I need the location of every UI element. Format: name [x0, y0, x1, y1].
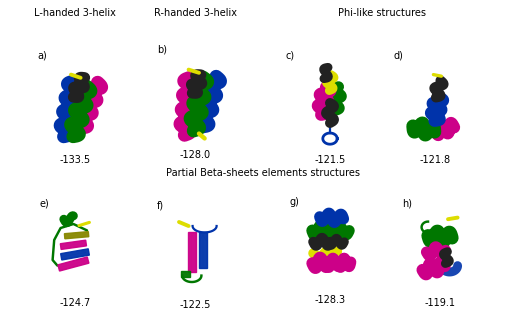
Polygon shape: [188, 232, 196, 272]
Polygon shape: [199, 232, 207, 268]
Text: -121.8: -121.8: [419, 155, 450, 165]
Text: h): h): [402, 198, 412, 208]
Text: -133.5: -133.5: [60, 155, 90, 165]
Text: g): g): [290, 197, 300, 207]
Text: e): e): [40, 198, 50, 208]
Polygon shape: [60, 240, 87, 250]
Text: d): d): [393, 50, 403, 60]
Text: b): b): [157, 45, 167, 55]
Text: -121.5: -121.5: [315, 155, 346, 165]
Text: -124.7: -124.7: [59, 298, 91, 308]
Text: -128.0: -128.0: [180, 150, 211, 160]
Text: -119.1: -119.1: [425, 298, 456, 308]
Text: c): c): [285, 50, 294, 60]
Polygon shape: [181, 271, 190, 277]
Text: L-handed 3-helix: L-handed 3-helix: [34, 8, 116, 18]
Text: f): f): [157, 200, 164, 210]
Polygon shape: [61, 249, 89, 260]
Text: Phi-like structures: Phi-like structures: [338, 8, 427, 18]
Polygon shape: [64, 232, 89, 239]
Text: a): a): [37, 50, 47, 60]
Text: -128.3: -128.3: [315, 295, 346, 305]
Text: -122.5: -122.5: [179, 300, 211, 310]
Text: Partial Beta-sheets elements structures: Partial Beta-sheets elements structures: [166, 168, 360, 178]
Polygon shape: [58, 257, 89, 271]
Text: R-handed 3-helix: R-handed 3-helix: [154, 8, 237, 18]
